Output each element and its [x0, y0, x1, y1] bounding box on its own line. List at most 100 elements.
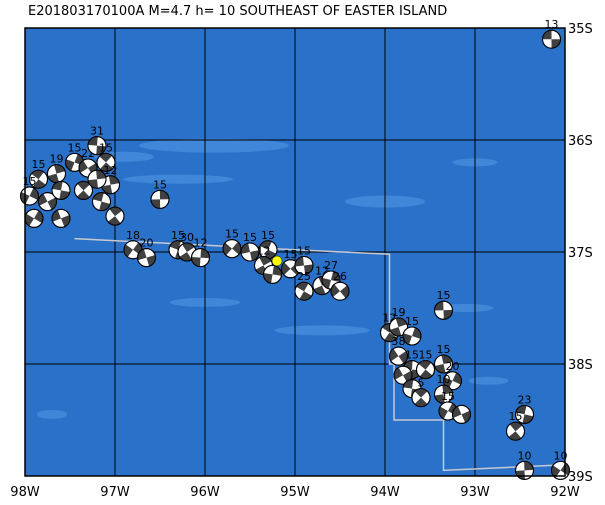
focal-depth-label: 19: [50, 153, 64, 166]
focal-depth-label: 31: [90, 125, 104, 138]
focal-depth-label: 12: [104, 164, 118, 177]
focal-mechanism-outline: [506, 421, 525, 441]
focal-depth-label: 5: [418, 377, 425, 390]
focal-depth-label: 12: [257, 244, 271, 257]
focal-mechanism: 10: [551, 449, 570, 480]
focal-mechanism-quadrant: [263, 272, 273, 284]
focal-mechanism-outline: [137, 248, 156, 268]
focal-mechanism: 15: [416, 349, 435, 380]
y-tick-label: 39S: [568, 470, 593, 485]
x-tick-label: 98W: [10, 485, 40, 500]
focal-mechanism-outline: [434, 300, 453, 320]
focal-mechanism: 20: [137, 237, 156, 268]
focal-mechanism-quadrant: [107, 216, 121, 226]
focal-mechanism: [51, 180, 71, 200]
focal-mechanism-outline: [389, 317, 408, 337]
focal-mechanism-quadrant: [542, 30, 552, 40]
focal-depth-label: 10: [554, 449, 568, 462]
focal-depth-label: 15: [261, 229, 275, 242]
focal-mechanism-quadrant: [398, 351, 408, 364]
focal-mechanism: 15: [434, 289, 453, 320]
focal-mechanism-quadrant: [182, 243, 195, 252]
focal-mechanism-quadrant: [384, 332, 397, 342]
focal-mechanism-outline: [20, 186, 39, 206]
focal-mechanism: 15: [434, 343, 453, 374]
focal-depth-label: 15: [437, 343, 451, 356]
bathymetry-shading: [139, 138, 289, 153]
focal-mechanism: 19: [47, 153, 66, 184]
focal-mechanism-quadrant: [79, 160, 88, 173]
focal-mechanism: [87, 169, 107, 189]
focal-mechanism-quadrant: [232, 241, 241, 255]
focal-mechanism-quadrant: [438, 406, 448, 419]
focal-mechanism-quadrant: [522, 414, 534, 424]
map-title: E201803170100A M=4.7 h= 10 SOUTHEAST OF …: [28, 4, 447, 19]
focal-mechanism: [92, 192, 111, 212]
focal-mechanism-quadrant: [52, 181, 63, 191]
focal-mechanism-outline: [393, 365, 413, 385]
focal-mechanism-quadrant: [509, 422, 523, 432]
focal-mechanism-quadrant: [434, 364, 446, 373]
focal-mechanism-quadrant: [296, 282, 309, 292]
focal-depth-label: 15: [437, 289, 451, 302]
focal-mechanism-quadrant: [524, 461, 534, 471]
focal-mechanism-quadrant: [250, 250, 259, 261]
focal-mechanism-outline: [515, 460, 534, 480]
x-tick-label: 96W: [190, 485, 220, 500]
focal-mechanism-quadrant: [443, 309, 453, 320]
focal-mechanism-outline: [51, 180, 71, 200]
focal-mechanism-quadrant: [259, 240, 272, 250]
focal-mechanism-quadrant: [77, 181, 91, 191]
focal-depth-label: 15: [243, 231, 257, 244]
bathymetry-shading: [468, 376, 509, 385]
focal-mechanism-quadrant: [24, 213, 34, 227]
focal-mechanism: [51, 208, 71, 228]
focal-mechanism-quadrant: [264, 249, 277, 259]
focal-mechanism: 15: [20, 175, 39, 206]
focal-mechanism: [263, 264, 282, 284]
focal-mechanism-quadrant: [414, 397, 428, 407]
focal-mechanism: [74, 180, 93, 200]
focal-mechanism: 15: [506, 410, 525, 441]
focal-mechanism: 31: [87, 125, 107, 156]
focal-depth-label: 19: [392, 306, 406, 319]
focal-mechanism-outline: [402, 326, 422, 346]
bathymetry-shading: [274, 325, 370, 336]
focal-depth-label: 15: [405, 315, 419, 328]
focal-mechanism: [38, 192, 57, 212]
focal-mechanism-outline: [294, 255, 314, 275]
focal-mechanism-quadrant: [179, 252, 192, 261]
focal-depth-label: 15: [23, 175, 37, 188]
focal-mechanism: 13: [542, 18, 561, 49]
focal-mechanism-quadrant: [33, 179, 46, 189]
focal-mechanism-quadrant: [259, 256, 272, 266]
focal-mechanism: 15: [96, 141, 116, 172]
x-tick-label: 93W: [460, 485, 490, 500]
focal-mechanism-quadrant: [223, 242, 232, 256]
focal-depth-label: 30: [180, 231, 194, 244]
focal-depth-label: 15: [297, 244, 311, 257]
focal-depth-label: 15: [99, 141, 113, 154]
y-tick-label: 36S: [568, 134, 593, 149]
focal-mechanism: 15: [150, 178, 170, 209]
focal-mechanism-outline: [294, 281, 314, 301]
y-tick-label: 35S: [568, 22, 593, 37]
focal-mechanism: 15: [258, 229, 278, 260]
focal-mechanism-outline: [38, 192, 57, 212]
focal-mechanism-quadrant: [34, 210, 43, 224]
focal-mechanism: 12: [191, 237, 210, 268]
focal-mechanism-outline: [411, 388, 431, 408]
focal-mechanism-quadrant: [47, 197, 57, 210]
focal-mechanism-quadrant: [241, 243, 250, 254]
focal-mechanism-quadrant: [322, 277, 331, 289]
focal-mechanism: 30: [177, 231, 197, 262]
focal-mechanism: 15: [29, 158, 48, 189]
focal-mechanism-outline: [515, 404, 534, 424]
focal-depth-label: 15: [284, 248, 298, 261]
focal-depth-label: 10: [518, 449, 532, 462]
focal-mechanism-quadrant: [108, 175, 120, 185]
focal-depth-label: 12: [194, 237, 208, 250]
focal-mechanism-outline: [389, 346, 408, 366]
focal-mechanism-quadrant: [272, 265, 282, 276]
focal-mechanism-quadrant: [414, 388, 428, 398]
